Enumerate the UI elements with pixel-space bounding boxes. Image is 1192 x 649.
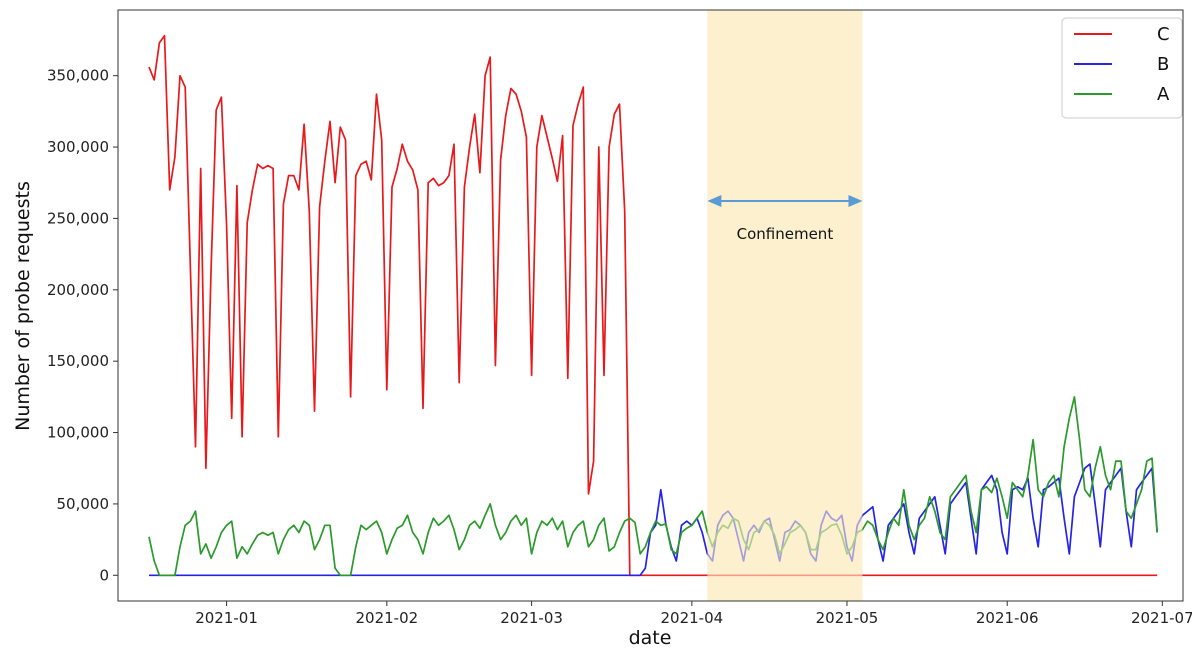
x-axis-label: date <box>629 627 672 649</box>
y-tick-label: 200,000 <box>47 281 109 299</box>
series-line-a <box>148 396 1159 577</box>
confinement-arrow-head-right <box>848 195 863 207</box>
annotation-layer: Confinement <box>707 195 863 243</box>
legend: CBA <box>1061 17 1183 119</box>
plot-frame <box>117 9 1184 602</box>
y-axis-label: Number of probe requests <box>12 181 34 431</box>
x-tick-label: 2021-07 <box>1131 609 1192 627</box>
series-lines-layer <box>148 10 1159 601</box>
x-tick-label: 2021-05 <box>816 609 879 627</box>
series-line-b <box>149 463 1159 577</box>
x-tick-label: 2021-01 <box>195 609 258 627</box>
confinement-label: Confinement <box>737 225 834 243</box>
x-tick-label: 2021-04 <box>661 609 724 627</box>
y-tick-label: 300,000 <box>47 138 109 156</box>
x-tick-label: 2021-03 <box>500 609 563 627</box>
x-tick-label: 2021-06 <box>976 609 1039 627</box>
confinement-band-overlay <box>707 10 863 601</box>
confinement-arrow-head-left <box>707 195 722 207</box>
series-line-c <box>148 34 1158 577</box>
x-tick-label: 2021-02 <box>355 609 418 627</box>
axes-layer: 0 50,000 100,000 150,000 200,000 250,000 300,0… <box>47 9 1192 627</box>
legend-label-a: A <box>1157 84 1170 105</box>
y-tick-label: 0 <box>99 566 109 584</box>
legend-label-c: C <box>1157 24 1170 45</box>
legend-label-b: B <box>1157 54 1169 75</box>
y-tick-label: 250,000 <box>47 209 109 227</box>
y-tick-label: 350,000 <box>47 67 109 85</box>
y-tick-label: 50,000 <box>57 495 110 513</box>
y-tick-label: 150,000 <box>47 352 109 370</box>
y-tick-label: 100,000 <box>47 424 109 442</box>
